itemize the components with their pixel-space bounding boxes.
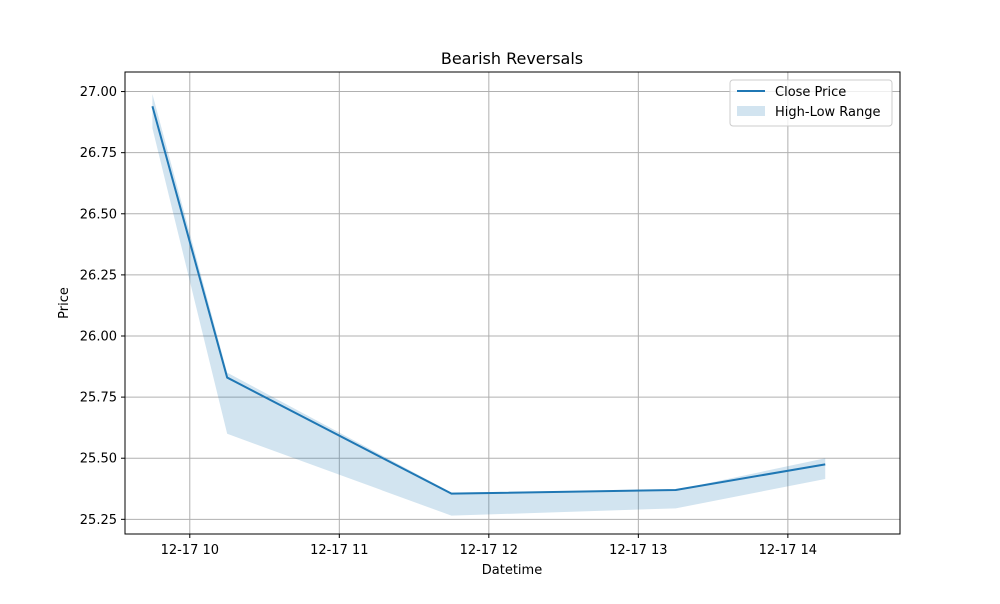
y-tick-label: 26.50 [80, 207, 117, 222]
plot-frame [125, 72, 900, 534]
x-tick-label: 12-17 12 [460, 543, 518, 558]
legend: Close Price High-Low Range [730, 80, 892, 126]
legend-close-price-label: Close Price [775, 85, 846, 100]
chart-title: Bearish Reversals [441, 49, 583, 68]
y-tick-label: 26.75 [80, 146, 117, 161]
y-tick-label: 26.25 [80, 268, 117, 283]
y-tick-label: 27.00 [80, 85, 117, 100]
x-tick-label: 12-17 10 [161, 543, 219, 558]
x-axis-label: Datetime [482, 563, 542, 578]
x-tick-label: 12-17 14 [759, 543, 817, 558]
y-tick-label: 25.25 [80, 513, 117, 528]
y-tick-label: 25.75 [80, 391, 117, 406]
legend-high-low-range-label: High-Low Range [775, 105, 881, 120]
legend-high-low-range-swatch [737, 106, 765, 116]
x-tick-label: 12-17 11 [310, 543, 368, 558]
y-tick-label: 26.00 [80, 330, 117, 345]
y-axis-label: Price [57, 287, 72, 319]
x-tick-label: 12-17 13 [609, 543, 667, 558]
y-tick-label: 25.50 [80, 452, 117, 467]
grid [125, 72, 900, 534]
